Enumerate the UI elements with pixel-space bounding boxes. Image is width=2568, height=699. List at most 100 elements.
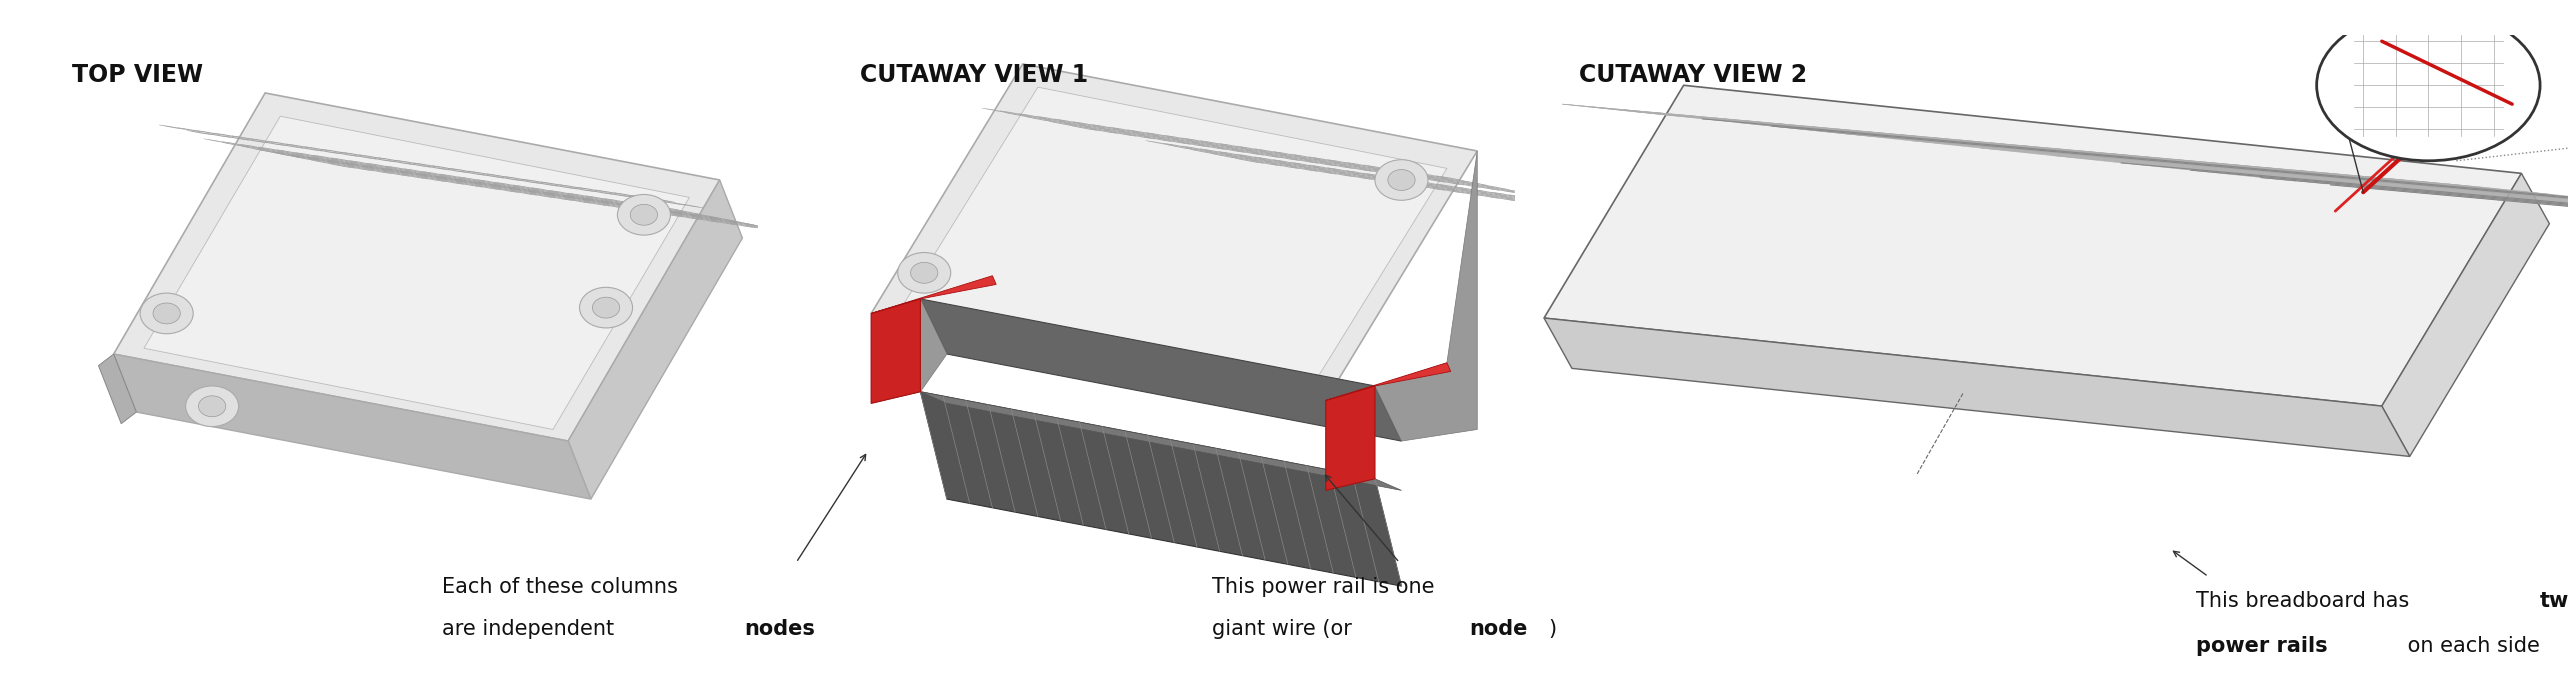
- Polygon shape: [637, 207, 663, 211]
- Polygon shape: [313, 157, 339, 161]
- Polygon shape: [431, 166, 457, 170]
- Polygon shape: [1253, 153, 1281, 158]
- Polygon shape: [1199, 140, 1228, 145]
- Polygon shape: [259, 149, 285, 153]
- Polygon shape: [203, 139, 229, 143]
- Polygon shape: [606, 203, 632, 207]
- Polygon shape: [532, 191, 557, 195]
- Polygon shape: [642, 206, 668, 210]
- Polygon shape: [331, 158, 357, 162]
- Polygon shape: [1335, 163, 1364, 168]
- Circle shape: [629, 204, 657, 225]
- Polygon shape: [1430, 187, 1459, 192]
- Polygon shape: [311, 159, 336, 164]
- Polygon shape: [424, 173, 447, 177]
- Polygon shape: [385, 167, 411, 171]
- Polygon shape: [1153, 136, 1181, 141]
- Polygon shape: [1325, 386, 1374, 491]
- Polygon shape: [1109, 131, 1135, 136]
- Polygon shape: [532, 189, 557, 193]
- Polygon shape: [1608, 212, 1636, 217]
- Polygon shape: [642, 207, 668, 211]
- Polygon shape: [460, 178, 485, 182]
- Polygon shape: [1453, 182, 1482, 188]
- Polygon shape: [871, 64, 1477, 401]
- Polygon shape: [999, 110, 1027, 116]
- Polygon shape: [601, 203, 627, 208]
- Polygon shape: [383, 170, 408, 175]
- Polygon shape: [421, 176, 447, 181]
- Polygon shape: [603, 199, 629, 203]
- Polygon shape: [406, 172, 431, 176]
- Polygon shape: [475, 185, 501, 190]
- Polygon shape: [313, 155, 339, 159]
- Polygon shape: [660, 210, 686, 214]
- Polygon shape: [144, 116, 688, 429]
- Polygon shape: [765, 228, 791, 232]
- Polygon shape: [1210, 144, 1238, 149]
- Polygon shape: [424, 173, 449, 178]
- Polygon shape: [596, 190, 621, 194]
- Polygon shape: [1163, 135, 1192, 140]
- Polygon shape: [747, 224, 773, 229]
- Polygon shape: [603, 199, 629, 204]
- Polygon shape: [696, 215, 722, 219]
- Polygon shape: [1358, 175, 1387, 180]
- Polygon shape: [316, 159, 342, 164]
- Circle shape: [1387, 170, 1415, 190]
- Polygon shape: [349, 161, 375, 165]
- Polygon shape: [568, 187, 596, 192]
- Text: ): ): [1549, 619, 1556, 639]
- Polygon shape: [650, 198, 675, 203]
- Polygon shape: [442, 176, 467, 180]
- Polygon shape: [1582, 206, 1610, 210]
- Polygon shape: [637, 206, 663, 210]
- Polygon shape: [621, 207, 647, 212]
- Polygon shape: [568, 193, 593, 197]
- Polygon shape: [1466, 184, 1495, 189]
- Polygon shape: [675, 213, 698, 217]
- Polygon shape: [1289, 166, 1317, 171]
- Polygon shape: [657, 212, 683, 216]
- Polygon shape: [981, 108, 1009, 113]
- Polygon shape: [693, 217, 719, 222]
- Polygon shape: [1068, 124, 1097, 129]
- Polygon shape: [1400, 171, 1428, 175]
- Polygon shape: [254, 149, 280, 153]
- Polygon shape: [1263, 152, 1292, 157]
- Polygon shape: [514, 185, 539, 189]
- Polygon shape: [259, 147, 285, 152]
- Polygon shape: [475, 185, 501, 189]
- Polygon shape: [365, 165, 390, 170]
- Polygon shape: [347, 166, 372, 170]
- Polygon shape: [1022, 115, 1050, 120]
- Polygon shape: [493, 186, 519, 191]
- Polygon shape: [1274, 159, 1302, 164]
- Polygon shape: [1276, 153, 1305, 158]
- Polygon shape: [603, 192, 632, 197]
- Polygon shape: [334, 161, 357, 165]
- Polygon shape: [275, 152, 298, 157]
- Polygon shape: [529, 194, 555, 198]
- Polygon shape: [1358, 168, 1387, 173]
- Polygon shape: [657, 206, 683, 211]
- Polygon shape: [639, 209, 665, 213]
- Polygon shape: [1631, 216, 1659, 221]
- Polygon shape: [1400, 178, 1428, 183]
- Polygon shape: [1428, 177, 1456, 182]
- Polygon shape: [1441, 178, 1469, 182]
- Polygon shape: [511, 190, 537, 194]
- Polygon shape: [478, 183, 503, 188]
- Polygon shape: [660, 201, 686, 206]
- Polygon shape: [424, 175, 449, 180]
- Polygon shape: [1412, 175, 1441, 180]
- Polygon shape: [1253, 161, 1281, 166]
- Polygon shape: [331, 160, 357, 164]
- Polygon shape: [1163, 143, 1192, 148]
- Polygon shape: [403, 175, 429, 179]
- Polygon shape: [542, 182, 568, 187]
- Polygon shape: [1235, 150, 1263, 155]
- Polygon shape: [714, 219, 740, 223]
- Polygon shape: [1287, 165, 1315, 170]
- Polygon shape: [1441, 186, 1469, 191]
